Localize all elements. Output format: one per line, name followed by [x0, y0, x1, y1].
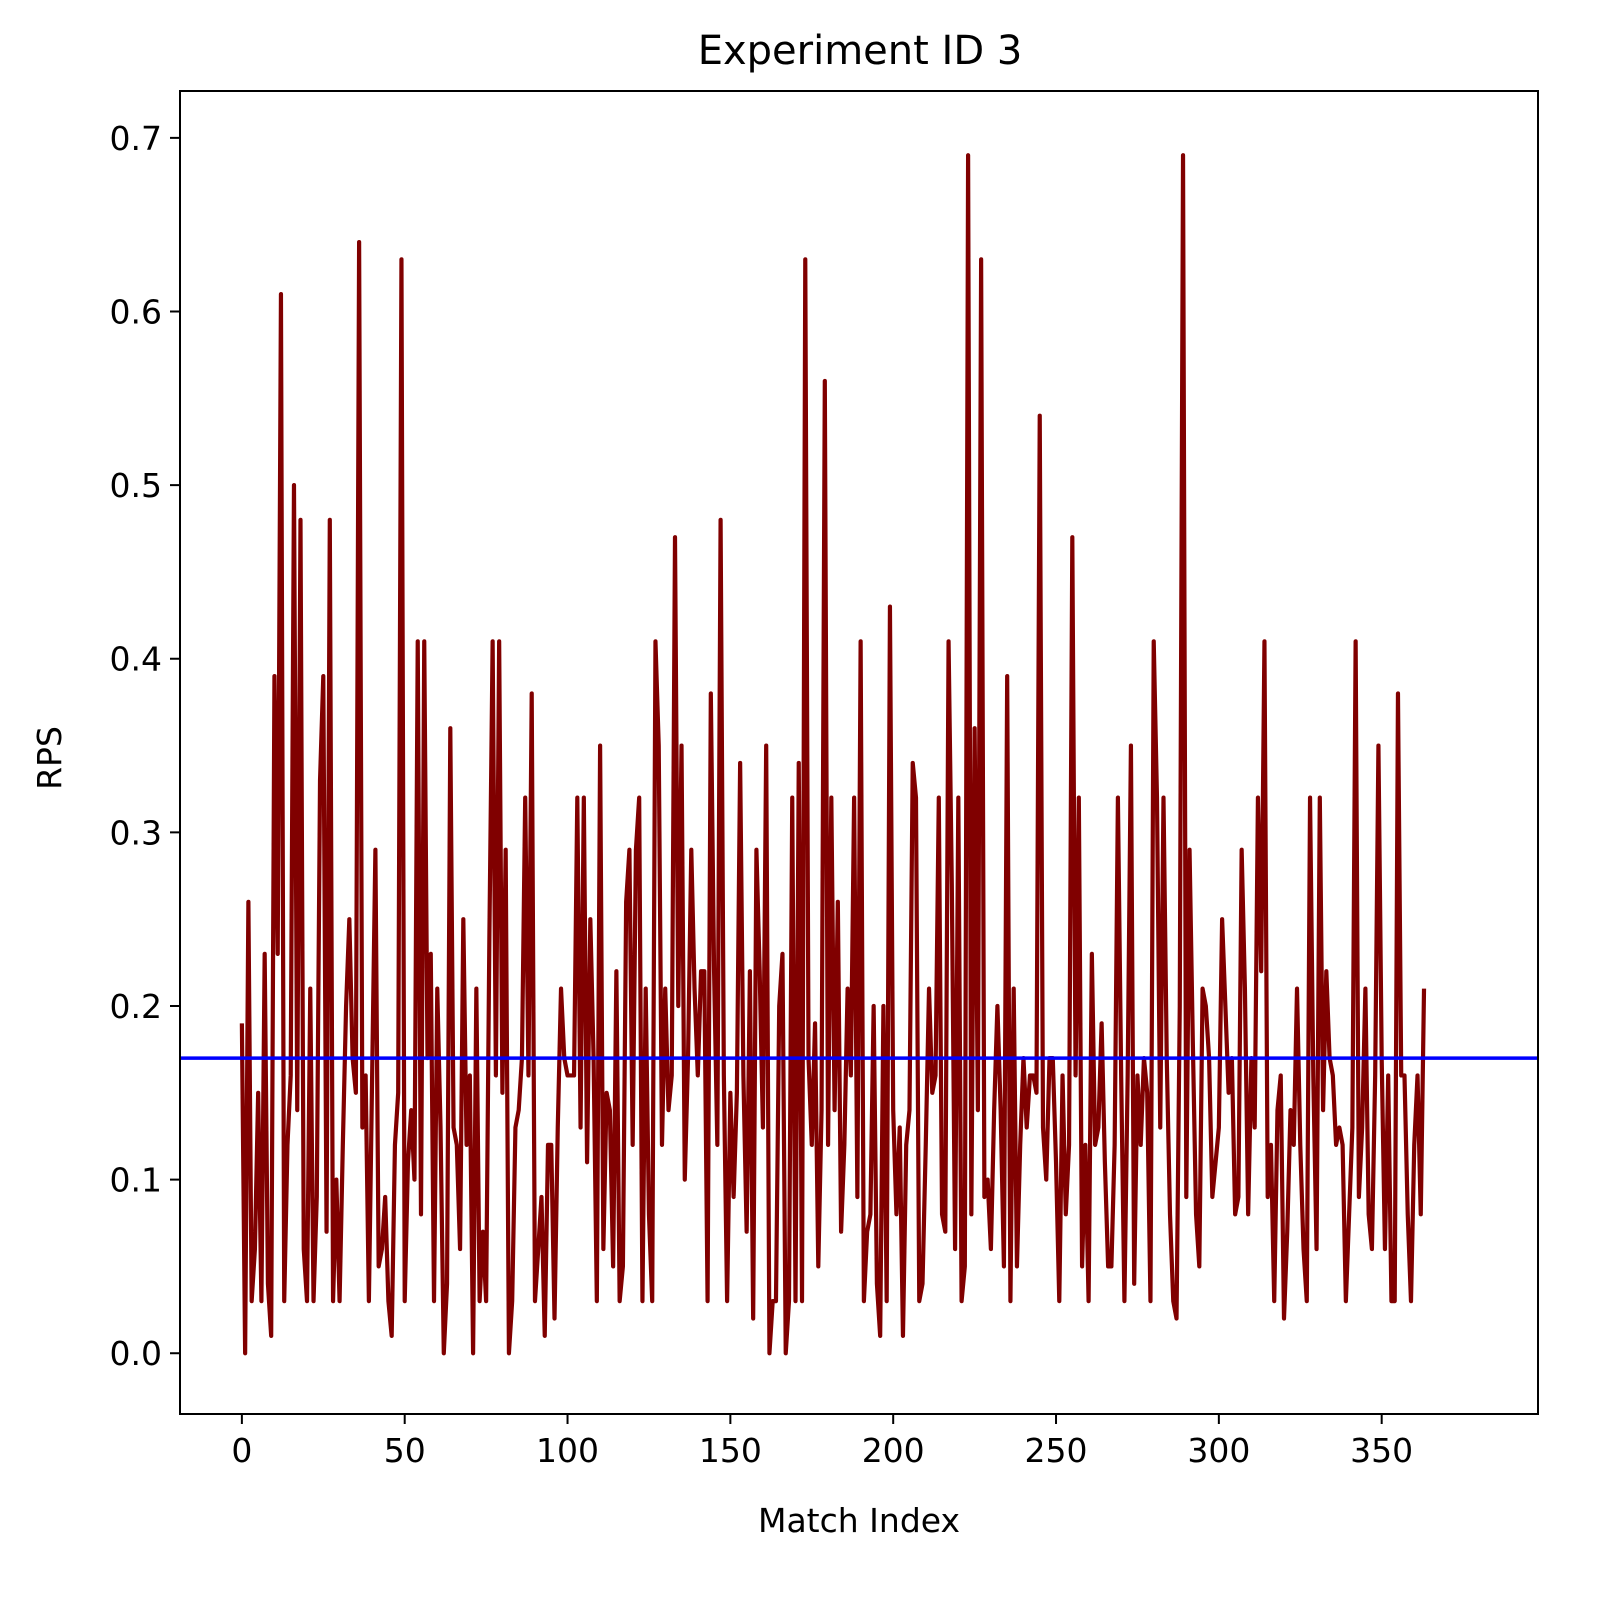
- y-tick-label: 0.5: [110, 466, 162, 505]
- plot-frame: [179, 90, 1539, 1415]
- series-layer: [180, 153, 1538, 1356]
- x-tick-label: 350: [1350, 1431, 1413, 1470]
- x-tick-label: 300: [1187, 1431, 1250, 1470]
- y-tick-label: 0.4: [110, 640, 162, 679]
- x-tick-label: 100: [536, 1431, 599, 1470]
- y-tick-label: 0.3: [110, 813, 162, 852]
- chart-title: Experiment ID 3: [698, 28, 1023, 74]
- series-line-0: [239, 153, 1427, 1356]
- x-tick-label: 50: [384, 1431, 426, 1470]
- x-tick-label: 0: [231, 1431, 252, 1470]
- x-tick-label: 200: [862, 1431, 925, 1470]
- y-tick-label: 0.0: [110, 1334, 162, 1373]
- x-tick-label: 250: [1025, 1431, 1088, 1470]
- x-axis-label: Match Index: [758, 1501, 960, 1540]
- x-axis: 0 50 100 150 200 250 300 350: [231, 1414, 1413, 1470]
- y-axis: 0.0 0.1 0.2 0.3 0.4 0.5 0.6 0.7: [110, 119, 180, 1373]
- y-axis-label: RPS: [30, 726, 69, 790]
- y-tick-label: 0.1: [110, 1161, 162, 1200]
- y-tick-label: 0.6: [110, 293, 162, 332]
- x-tick-label: 150: [699, 1431, 762, 1470]
- y-tick-label: 0.7: [110, 119, 162, 158]
- y-tick-label: 0.2: [110, 987, 162, 1026]
- plot-area: [179, 90, 1539, 1415]
